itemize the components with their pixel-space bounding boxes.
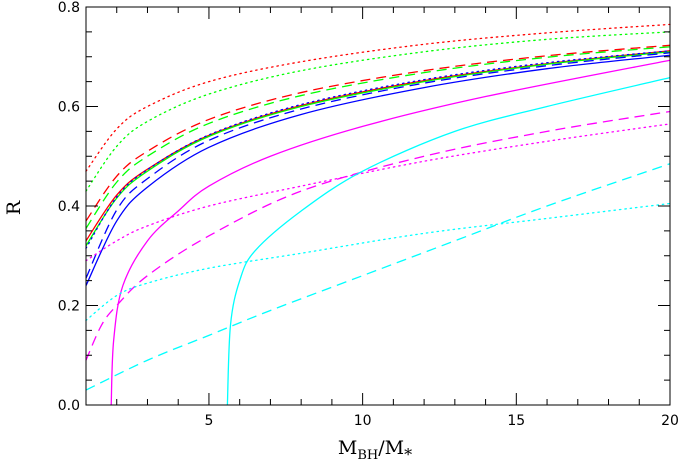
series-line-12 — [85, 123, 671, 262]
y-axis-label: R — [3, 200, 25, 215]
series-line-13 — [226, 77, 671, 406]
y-tick-label: 0.0 — [58, 398, 80, 414]
x-axis-label-sub-star: * — [404, 445, 412, 463]
series-line-4 — [85, 46, 671, 229]
y-tick-label: 0.4 — [58, 199, 80, 215]
x-tick-label: 10 — [354, 413, 372, 429]
series-layer — [85, 23, 671, 406]
series-line-8 — [85, 52, 671, 279]
series-line-2 — [85, 31, 671, 192]
series-line-7 — [85, 50, 671, 249]
y-tick-label: 0.8 — [58, 0, 80, 16]
series-line-11 — [85, 110, 671, 361]
plot-frame — [85, 6, 671, 406]
series-line-3 — [85, 44, 671, 222]
y-tick-label: 0.2 — [58, 299, 80, 315]
series-line-14 — [85, 163, 671, 391]
series-line-9 — [85, 54, 671, 286]
x-axis-label: MBH/M* — [338, 437, 412, 463]
y-tick-label: 0.6 — [58, 100, 80, 116]
x-axis-label-slash: /M — [378, 437, 404, 459]
series-line-15 — [85, 202, 671, 322]
series-line-6 — [85, 51, 671, 247]
ticks-layer — [85, 6, 671, 406]
series-line-5 — [85, 50, 671, 242]
series-line-10 — [110, 59, 671, 406]
x-tick-label: 20 — [661, 413, 679, 429]
x-tick-label: 5 — [204, 413, 213, 429]
x-axis-label-sub-bh: BH — [357, 448, 378, 463]
tick-labels: 5 10 15 20 0.0 0.2 0.4 0.6 0.8 — [58, 0, 679, 429]
x-axis-label-main: M — [338, 437, 357, 459]
x-tick-label: 15 — [507, 413, 525, 429]
